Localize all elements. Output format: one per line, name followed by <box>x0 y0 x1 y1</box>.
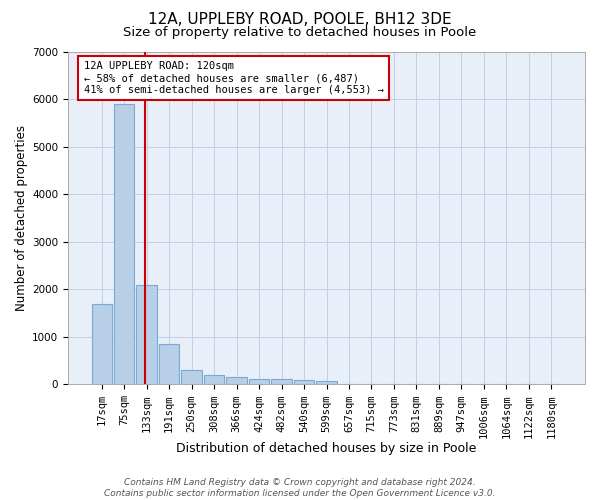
Text: 12A, UPPLEBY ROAD, POOLE, BH12 3DE: 12A, UPPLEBY ROAD, POOLE, BH12 3DE <box>148 12 452 28</box>
Bar <box>271 380 292 384</box>
Text: Size of property relative to detached houses in Poole: Size of property relative to detached ho… <box>124 26 476 39</box>
Bar <box>226 377 247 384</box>
Bar <box>181 370 202 384</box>
Bar <box>92 304 112 384</box>
Bar <box>159 344 179 385</box>
X-axis label: Distribution of detached houses by size in Poole: Distribution of detached houses by size … <box>176 442 476 455</box>
Bar <box>294 380 314 384</box>
Text: Contains HM Land Registry data © Crown copyright and database right 2024.
Contai: Contains HM Land Registry data © Crown c… <box>104 478 496 498</box>
Bar <box>136 286 157 384</box>
Y-axis label: Number of detached properties: Number of detached properties <box>15 125 28 311</box>
Bar <box>316 380 337 384</box>
Bar <box>114 104 134 384</box>
Bar <box>249 378 269 384</box>
Bar <box>204 375 224 384</box>
Text: 12A UPPLEBY ROAD: 120sqm
← 58% of detached houses are smaller (6,487)
41% of sem: 12A UPPLEBY ROAD: 120sqm ← 58% of detach… <box>83 62 383 94</box>
